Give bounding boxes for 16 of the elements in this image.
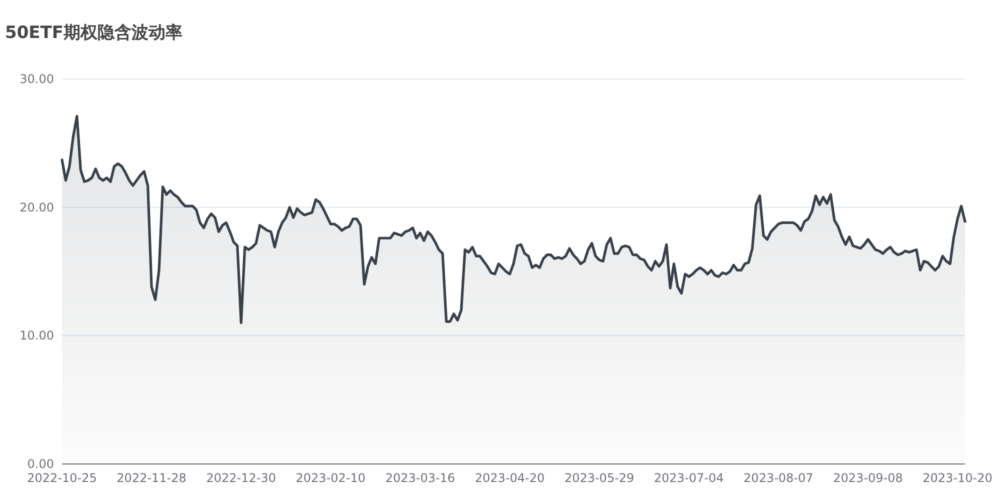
x-tick-label: 2022-11-28: [116, 471, 186, 485]
x-tick-label: 2023-08-07: [744, 471, 814, 485]
x-tick-label: 2023-02-10: [296, 471, 366, 485]
x-tick-label: 2023-04-20: [474, 471, 545, 485]
x-tick-label: 2022-10-25: [27, 471, 97, 485]
x-tick-label: 2023-10-20: [922, 471, 992, 485]
y-tick-label: 30.00: [20, 72, 54, 86]
y-tick-label: 20.00: [20, 200, 54, 214]
y-tick-label: 10.00: [20, 328, 54, 343]
x-tick-label: 2023-09-08: [833, 471, 903, 485]
x-tick-label: 2023-03-16: [385, 471, 456, 485]
y-tick-label: 0.00: [27, 457, 54, 471]
x-tick-label: 2023-07-04: [654, 471, 724, 485]
title: 50ETF期权隐含波动率: [5, 23, 182, 43]
x-tick-label: 2023-05-29: [564, 471, 634, 485]
x-tick-label: 2022-12-30: [206, 471, 276, 485]
